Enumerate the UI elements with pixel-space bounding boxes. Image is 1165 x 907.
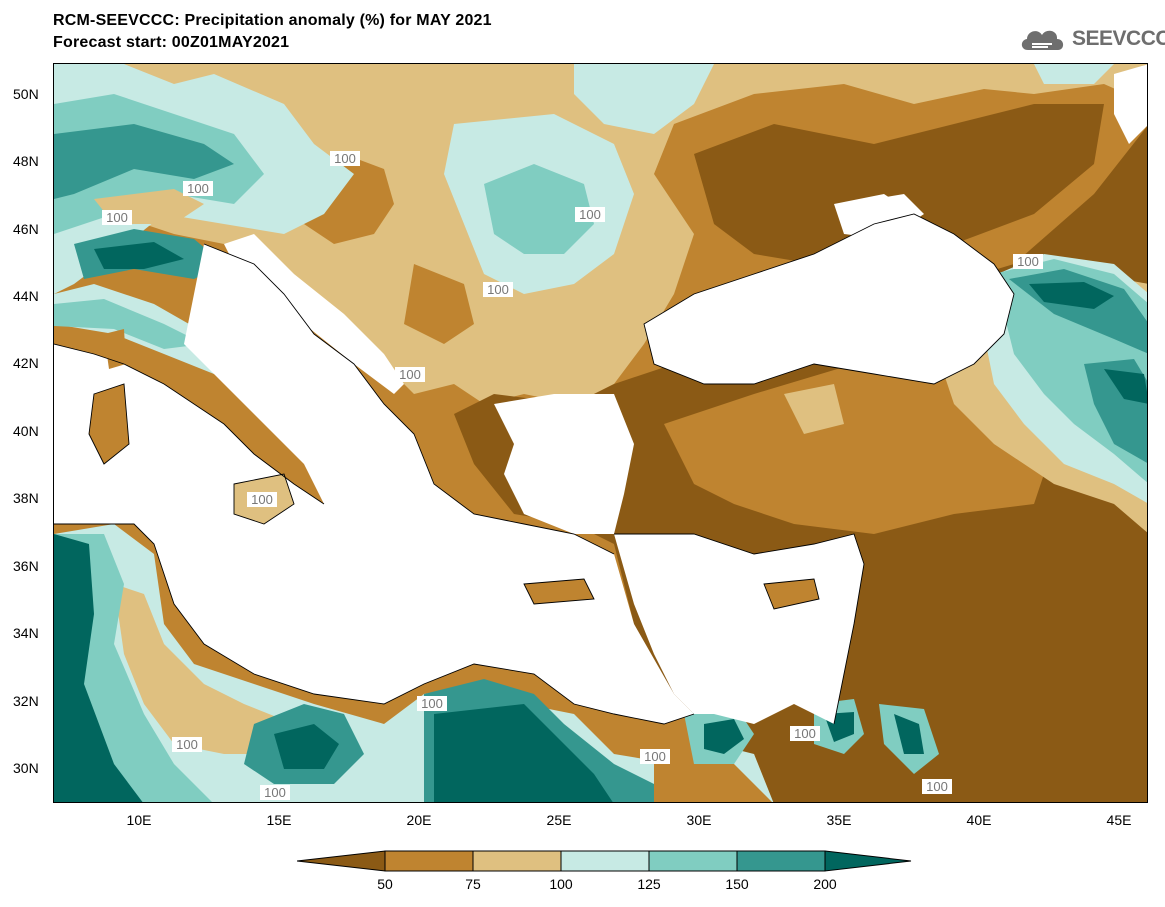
- contour-label-100: 100: [334, 151, 356, 166]
- lat-label-48n: 48N: [13, 153, 39, 169]
- lon-label-45e: 45E: [1106, 812, 1132, 828]
- anomaly-map: 100 100 100 100 100 100 100 100 100 100 100 100 100 1…: [53, 63, 1148, 803]
- contour-label-100: 100: [421, 696, 443, 711]
- colorbar-label-200: 200: [813, 876, 837, 892]
- lat-label-30n: 30N: [13, 760, 39, 776]
- lon-label-20e: 20E: [406, 812, 432, 828]
- lat-label-42n: 42N: [13, 355, 39, 371]
- zone-gt200-armenia: [1104, 369, 1147, 404]
- lon-label-15e: 15E: [266, 812, 292, 828]
- colorbar-100-125: [560, 850, 650, 872]
- zone-125-150-pannonia: [484, 164, 594, 254]
- sea-black: [644, 214, 1014, 384]
- contour-label-100: 100: [644, 749, 666, 764]
- colorbar-label-125: 125: [637, 876, 661, 892]
- lon-label-40e: 40E: [966, 812, 992, 828]
- contour-label-bg: [790, 726, 820, 741]
- contour-label-bg: [395, 367, 425, 382]
- sea-adriatic: [224, 234, 404, 394]
- lon-label-30e: 30E: [686, 812, 712, 828]
- contour-label-bg: [330, 151, 360, 166]
- zone-gt200-caucasus: [1029, 282, 1114, 309]
- sea-caspian-edge: [1114, 64, 1147, 144]
- zone-125-150-italy: [54, 299, 204, 349]
- island-sardinia: [89, 384, 129, 464]
- lon-label-10e: 10E: [126, 812, 152, 828]
- cloud-icon: [1021, 30, 1064, 50]
- lat-label-50n: 50N: [13, 86, 39, 102]
- sea-aegean: [494, 394, 634, 534]
- contour-label-bg: [575, 207, 605, 222]
- zone-75-100-africa: [114, 584, 294, 754]
- contour-label-bg: [640, 749, 670, 764]
- seevccc-logo: SEEVCCC: [1018, 24, 1165, 54]
- zone-gt200-alps: [94, 242, 184, 269]
- contour-labels: 100 100 100 100 100 100 100 100 100 100 100 100 100 1…: [102, 151, 1043, 800]
- colorbar-lt50: [297, 850, 386, 872]
- island-cyprus: [764, 579, 819, 609]
- contour-label-bg: [260, 785, 290, 800]
- lon-label-35e: 35E: [826, 812, 852, 828]
- colorbar-label-150: 150: [725, 876, 749, 892]
- lat-label-38n: 38N: [13, 490, 39, 506]
- zone-gt200-nile: [704, 719, 744, 754]
- contour-label-100: 100: [1017, 254, 1039, 269]
- contour-label-100: 100: [251, 492, 273, 507]
- lon-label-25e: 25E: [546, 812, 572, 828]
- contour-label-100: 100: [579, 207, 601, 222]
- colorbar-125-150: [648, 850, 738, 872]
- island-crete: [524, 579, 594, 604]
- anomaly-map-canvas: 100 100 100 100 100 100 100 100 100 100 100 100 100 1…: [54, 64, 1147, 802]
- colorbar: [297, 850, 912, 872]
- forecast-start-label: Forecast start: 00Z01MAY2021: [53, 34, 290, 51]
- logo-text: SEEVCCC: [1072, 27, 1165, 50]
- colorbar-label-50: 50: [377, 876, 393, 892]
- map-title: RCM-SEEVCCC: Precipitation anomaly (%) f…: [53, 12, 492, 29]
- colorbar-50-75: [384, 850, 474, 872]
- zone-50-75-egypt: [654, 754, 772, 802]
- zone-75-100-anatolia: [784, 384, 844, 434]
- zone-gt200-africa-w: [54, 534, 143, 802]
- contour-label-100: 100: [399, 367, 421, 382]
- contour-label-bg: [183, 181, 213, 196]
- contour-label-100: 100: [487, 282, 509, 297]
- colorbar-label-75: 75: [465, 876, 481, 892]
- contour-label-100: 100: [926, 779, 948, 794]
- zone-100-125-poland: [574, 64, 714, 134]
- colorbar-150-200: [736, 850, 826, 872]
- contour-label-bg: [417, 696, 447, 711]
- contour-label-bg: [922, 779, 952, 794]
- lat-label-44n: 44N: [13, 288, 39, 304]
- contour-label-bg: [102, 210, 132, 225]
- lat-label-36n: 36N: [13, 558, 39, 574]
- zone-150-200-alps: [54, 124, 234, 199]
- colorbar-label-100: 100: [549, 876, 573, 892]
- zone-gt200-jordan: [894, 714, 924, 754]
- lat-label-46n: 46N: [13, 221, 39, 237]
- contour-label-100: 100: [176, 737, 198, 752]
- zone-lt50-northeast: [694, 104, 1104, 264]
- zone-100-125-ukraine: [1034, 64, 1114, 84]
- zone-50-75-balkan2: [404, 264, 474, 344]
- island-crimea: [834, 194, 914, 239]
- colorbar-gt200: [824, 850, 912, 872]
- contour-label-bg: [247, 492, 277, 507]
- contour-label-100: 100: [264, 785, 286, 800]
- contour-label-100: 100: [106, 210, 128, 225]
- contour-label-bg: [172, 737, 202, 752]
- colorbar-75-100: [472, 850, 562, 872]
- coastlines: [54, 213, 1015, 725]
- contour-label-100: 100: [794, 726, 816, 741]
- zone-gt200-libya: [274, 724, 339, 769]
- contour-label-bg: [1013, 254, 1043, 269]
- contour-label-100: 100: [187, 181, 209, 196]
- lat-label-40n: 40N: [13, 423, 39, 439]
- lat-label-34n: 34N: [13, 625, 39, 641]
- lat-label-32n: 32N: [13, 693, 39, 709]
- contour-label-bg: [483, 282, 513, 297]
- zone-gt200-cyrenaica: [434, 704, 613, 802]
